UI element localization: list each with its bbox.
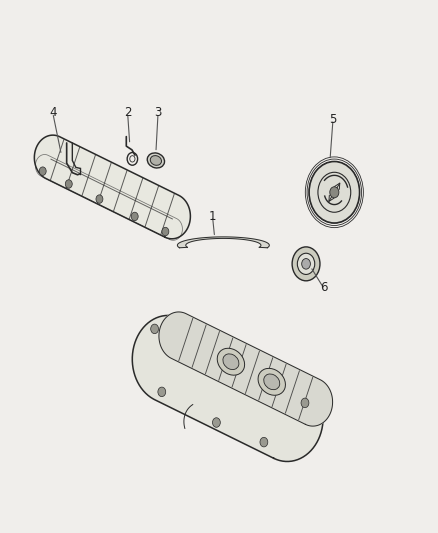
Circle shape [297, 253, 315, 274]
Circle shape [301, 398, 309, 408]
Ellipse shape [147, 153, 165, 168]
Circle shape [330, 187, 339, 198]
Ellipse shape [223, 354, 239, 369]
Polygon shape [159, 312, 332, 426]
Circle shape [292, 247, 320, 281]
Text: 5: 5 [329, 112, 337, 126]
Polygon shape [132, 316, 323, 462]
Ellipse shape [258, 368, 286, 395]
Text: 1: 1 [209, 209, 216, 223]
Circle shape [65, 180, 72, 188]
Text: 3: 3 [154, 106, 162, 119]
Circle shape [162, 227, 169, 236]
Circle shape [151, 324, 159, 334]
Polygon shape [34, 135, 191, 239]
Ellipse shape [217, 348, 244, 375]
Polygon shape [177, 237, 269, 248]
Circle shape [302, 259, 311, 269]
Circle shape [212, 418, 220, 427]
Ellipse shape [264, 374, 280, 390]
Text: 6: 6 [320, 281, 327, 294]
Ellipse shape [150, 156, 162, 165]
Circle shape [39, 167, 46, 175]
Text: 4: 4 [49, 106, 57, 119]
Circle shape [131, 212, 138, 221]
Circle shape [158, 387, 166, 397]
Circle shape [96, 195, 103, 203]
Circle shape [260, 438, 268, 447]
Circle shape [309, 161, 360, 223]
Text: 2: 2 [124, 106, 131, 119]
